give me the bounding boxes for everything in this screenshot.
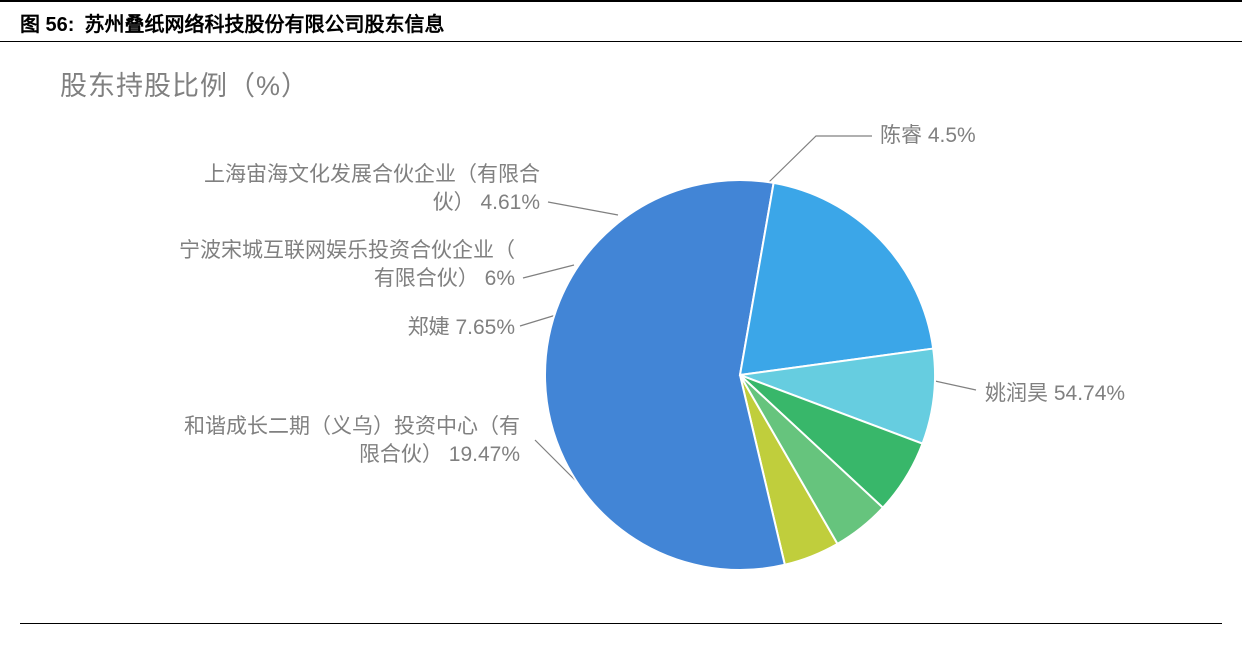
slice-label: 上海宙海文化发展合伙企业（有限合 伙） 4.61% [120,161,540,218]
chart-title: 股东持股比例（%） [60,64,309,103]
slice-label: 宁波宋城互联网娱乐投资合伙企业（ 有限合伙） 6% [95,237,515,294]
slice-label: 姚润昊 54.74% [985,380,1215,408]
pie-chart [540,175,940,575]
pie-slice [740,183,933,375]
figure-title: 苏州叠纸网络科技股份有限公司股东信息 [84,8,444,37]
leader-line [935,381,976,390]
footer-rule [20,623,1222,624]
slice-label: 陈睿 4.5% [880,122,1080,150]
slice-label: 郑婕 7.65% [305,314,515,342]
slice-label: 和谐成长二期（义乌）投资中心（有 限合伙） 19.47% [65,413,520,470]
chart-container: 股东持股比例（%） 陈睿 4.5% 姚润昊 54.74% 和谐成长二期（义乌）投资中… [0,42,1242,612]
figure-header: 图 56: 苏州叠纸网络科技股份有限公司股东信息 [0,0,1242,42]
figure-label: 图 56: [20,8,74,37]
